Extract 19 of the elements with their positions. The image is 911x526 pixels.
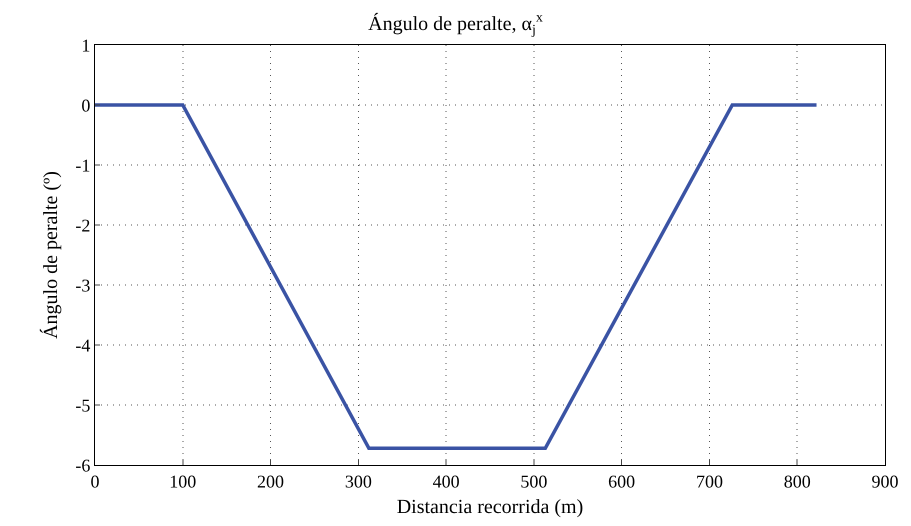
y-tick-label: -5 <box>75 395 90 416</box>
x-tick-label: 800 <box>784 472 811 492</box>
y-tick-label: 1 <box>81 35 90 56</box>
x-axis-title: Distancia recorrida (m) <box>396 496 584 518</box>
y-tick-label: -6 <box>75 455 90 476</box>
y-tick-label: -1 <box>75 155 90 176</box>
x-tick-label: 500 <box>520 472 548 492</box>
x-tick-label: 900 <box>872 472 898 492</box>
y-tick-label: -2 <box>75 215 90 236</box>
x-tick-label: 400 <box>432 472 460 492</box>
x-tick-label: 200 <box>257 472 284 492</box>
y-tick-label: 0 <box>81 95 90 116</box>
y-axis-title: Ángulo de peralte (º) <box>38 171 62 339</box>
y-tick-label: -3 <box>75 275 90 296</box>
x-tick-label: 700 <box>696 472 723 492</box>
x-tick-label: 300 <box>344 472 372 492</box>
y-tick-label: -4 <box>75 335 90 356</box>
x-tick-label: 100 <box>169 472 196 492</box>
x-tick-label: 600 <box>608 472 636 492</box>
